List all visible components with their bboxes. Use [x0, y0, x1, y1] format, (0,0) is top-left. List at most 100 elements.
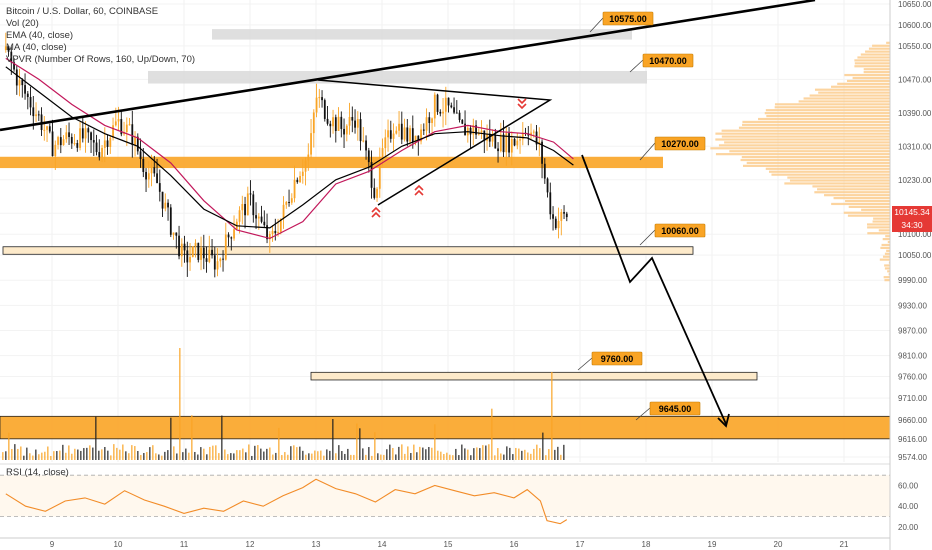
volume-bar — [11, 448, 13, 460]
volume-bar — [458, 455, 460, 460]
volume-bar — [29, 453, 31, 460]
candle-body — [552, 214, 554, 219]
candle-body — [134, 136, 136, 145]
candle-body — [486, 133, 488, 141]
volume-bar — [404, 453, 406, 460]
candle-body — [365, 140, 367, 151]
volume-bar — [125, 451, 127, 460]
volume-bar — [230, 453, 232, 460]
candle-body — [35, 114, 37, 117]
volume-bar — [560, 454, 562, 460]
volume-bar — [248, 444, 250, 460]
volume-bar — [473, 448, 475, 460]
rsi-pane — [0, 463, 890, 525]
volume-bar — [434, 424, 436, 460]
volume-bar — [401, 444, 403, 460]
candle-body — [337, 116, 340, 131]
volume-bar — [134, 446, 136, 460]
volume-bar — [365, 454, 367, 460]
candle-body — [491, 135, 494, 142]
volume-bar — [515, 447, 517, 460]
candle-body — [180, 243, 183, 257]
volume-bar — [443, 454, 445, 460]
volume-bar — [221, 415, 223, 460]
volume-bar — [242, 448, 244, 460]
chevron-marker — [414, 184, 424, 191]
candle-body — [480, 130, 483, 133]
volume-bar — [197, 454, 199, 460]
volume-bar — [131, 445, 133, 460]
volume-bar — [155, 453, 157, 460]
volume-bar — [62, 444, 64, 460]
price-tick: 10600.00 — [898, 21, 932, 30]
volume-bar — [512, 454, 514, 460]
profile-bar — [787, 176, 890, 179]
candle-body — [288, 201, 290, 203]
candle-body — [191, 246, 194, 257]
profile-bar — [765, 109, 890, 112]
volume-bar — [68, 445, 70, 460]
volume-bar — [263, 451, 265, 460]
profile-bar — [885, 235, 890, 238]
profile-bar — [814, 191, 890, 194]
candle-body — [323, 100, 326, 119]
profile-bar — [721, 129, 890, 132]
volume-bar — [23, 455, 25, 460]
candle-body — [497, 148, 499, 152]
profile-bar — [798, 100, 890, 103]
volume-bar — [503, 454, 505, 460]
volume-bar — [86, 447, 88, 460]
volume-bar — [389, 444, 391, 460]
volume-bar — [110, 455, 112, 460]
level-zone — [0, 156, 663, 169]
level-zone — [2, 246, 694, 255]
profile-bar — [882, 255, 890, 258]
volume-bar — [119, 449, 121, 460]
candle-body — [334, 117, 337, 131]
volume-bar — [542, 432, 544, 460]
volume-bar — [224, 449, 226, 460]
profile-bar — [768, 170, 890, 173]
candle-body — [241, 203, 244, 211]
profile-bar — [715, 132, 890, 135]
candle-body — [417, 135, 420, 142]
candle-body — [136, 136, 139, 152]
profile-bar — [817, 188, 890, 191]
candle-body — [411, 128, 414, 143]
volume-bar — [290, 446, 292, 460]
volume-bar — [122, 444, 124, 460]
candle-body — [513, 138, 516, 146]
profile-bar — [812, 185, 890, 188]
volume-bar — [536, 444, 538, 460]
volume-bar — [227, 454, 229, 460]
candle-body — [461, 119, 464, 124]
level-zone — [310, 371, 758, 381]
volume-bar — [140, 454, 142, 460]
candle-body — [425, 117, 428, 131]
price-tick: 9574.00 — [898, 453, 927, 462]
volume-bar — [281, 455, 283, 460]
candle-body — [403, 127, 406, 140]
profile-bar — [848, 205, 890, 208]
volume-bar — [407, 446, 409, 460]
volume-bar — [413, 444, 415, 460]
profile-bar — [718, 144, 890, 147]
volume-bar — [137, 450, 139, 460]
rsi-legend: RSI (14, close) — [6, 467, 69, 478]
candle-body — [15, 69, 18, 86]
price-tick: 9710.00 — [898, 394, 927, 403]
candle-body — [249, 193, 252, 195]
volume-bar — [71, 453, 73, 460]
volume-bar — [233, 453, 235, 460]
chevron-marker — [517, 103, 527, 110]
candle-body — [153, 167, 156, 174]
candle-body — [373, 187, 376, 198]
volume-bar — [392, 448, 394, 460]
volume-bar — [500, 453, 502, 460]
level-label: 10270.00 — [661, 139, 699, 149]
candle-body — [92, 140, 95, 143]
volume-bar — [284, 452, 286, 460]
profile-bar — [845, 199, 890, 203]
